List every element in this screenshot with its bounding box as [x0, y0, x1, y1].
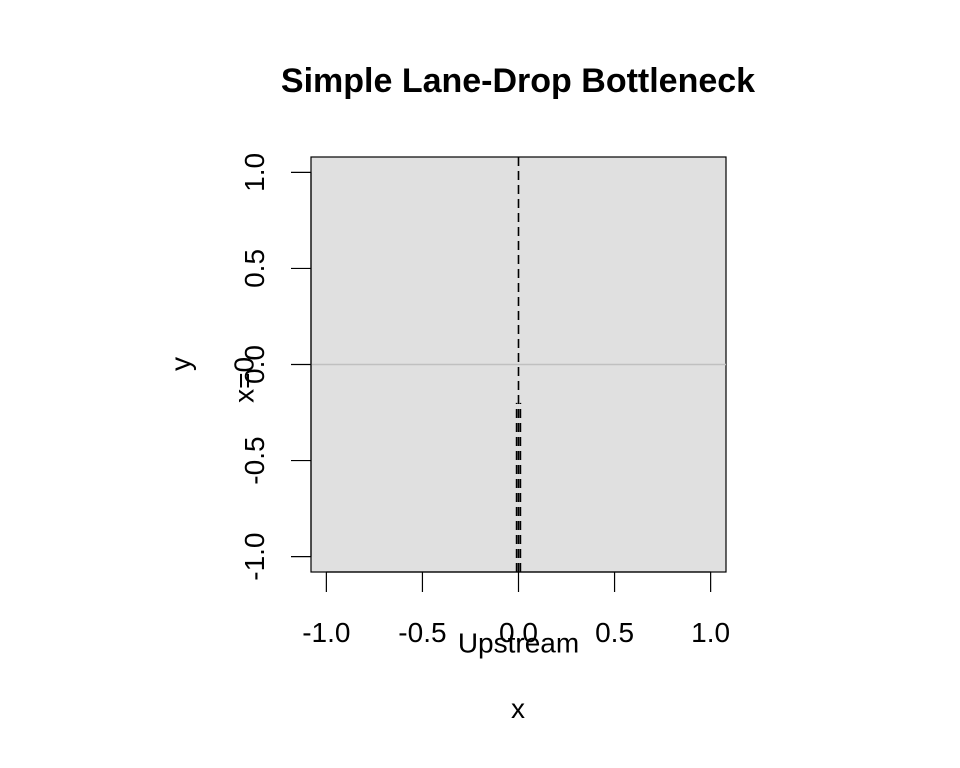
y-tick-label: -0.5 — [239, 436, 270, 484]
y-tick-label: 1.0 — [239, 153, 270, 192]
x-tick-label: 0.5 — [595, 617, 634, 648]
annotation-label: x=0 — [228, 357, 259, 403]
y-tick-label: 0.0 — [239, 345, 270, 384]
x-axis-label: x — [511, 693, 525, 724]
y-axis-label: y — [165, 357, 196, 371]
x-axis: -1.0 -0.5 0.0 0.5 1.0 — [302, 571, 730, 648]
chart-title: Simple Lane-Drop Bottleneck — [281, 62, 755, 100]
y-tick-label: 0.5 — [239, 249, 270, 288]
y-axis: -1.0 -0.5 0.0 0.5 1.0 — [239, 153, 312, 581]
x-tick-label: 0.0 — [499, 617, 538, 648]
annotation-label: Upstream — [458, 628, 579, 659]
x-tick-label: -0.5 — [398, 617, 446, 648]
plot-content — [311, 157, 726, 572]
annotations: Upstream x=0 — [228, 357, 579, 659]
x-tick-label: -1.0 — [302, 617, 350, 648]
x-tick-label: 1.0 — [691, 617, 730, 648]
y-tick-label: -1.0 — [239, 533, 270, 581]
